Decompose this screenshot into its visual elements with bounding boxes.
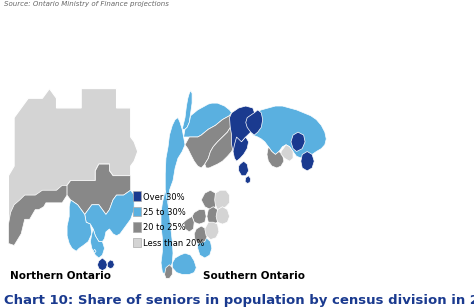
Polygon shape	[164, 265, 173, 278]
Polygon shape	[215, 190, 229, 210]
Polygon shape	[205, 222, 219, 240]
Polygon shape	[281, 145, 293, 161]
Bar	[133, 222, 141, 232]
Text: Over 30%: Over 30%	[143, 192, 185, 201]
Polygon shape	[229, 106, 255, 156]
Polygon shape	[198, 238, 212, 258]
Polygon shape	[267, 147, 284, 168]
Polygon shape	[161, 190, 173, 274]
Polygon shape	[201, 190, 218, 210]
Polygon shape	[9, 89, 138, 245]
Polygon shape	[183, 103, 232, 137]
Bar	[133, 191, 141, 201]
Polygon shape	[173, 253, 196, 274]
Polygon shape	[245, 176, 251, 184]
Polygon shape	[192, 210, 206, 224]
Polygon shape	[183, 217, 194, 232]
Polygon shape	[194, 226, 208, 244]
Text: 25 to 30%: 25 to 30%	[143, 208, 186, 217]
Polygon shape	[246, 110, 263, 135]
Text: Chart 10: Share of seniors in population by census division in 2046: Chart 10: Share of seniors in population…	[3, 294, 474, 307]
Polygon shape	[107, 260, 114, 269]
Polygon shape	[93, 249, 96, 253]
Text: 20 to 25%: 20 to 25%	[143, 224, 186, 233]
Polygon shape	[9, 185, 67, 245]
Polygon shape	[205, 125, 237, 168]
Polygon shape	[182, 91, 192, 129]
Polygon shape	[98, 258, 107, 271]
Polygon shape	[239, 161, 248, 176]
Polygon shape	[291, 132, 305, 152]
Polygon shape	[185, 113, 233, 168]
Polygon shape	[216, 207, 229, 224]
Polygon shape	[67, 200, 92, 251]
Text: Less than 20%: Less than 20%	[143, 239, 205, 248]
Text: Southern Ontario: Southern Ontario	[203, 271, 305, 281]
Polygon shape	[85, 190, 134, 241]
Bar	[133, 238, 141, 247]
Polygon shape	[301, 152, 314, 171]
Text: Source: Ontario Ministry of Finance projections: Source: Ontario Ministry of Finance proj…	[3, 1, 168, 7]
Bar	[133, 207, 141, 217]
Polygon shape	[67, 164, 131, 214]
Polygon shape	[246, 106, 326, 158]
Text: Northern Ontario: Northern Ontario	[9, 271, 110, 281]
Polygon shape	[233, 137, 248, 161]
Polygon shape	[207, 207, 219, 224]
Polygon shape	[91, 229, 104, 258]
Polygon shape	[165, 118, 185, 205]
